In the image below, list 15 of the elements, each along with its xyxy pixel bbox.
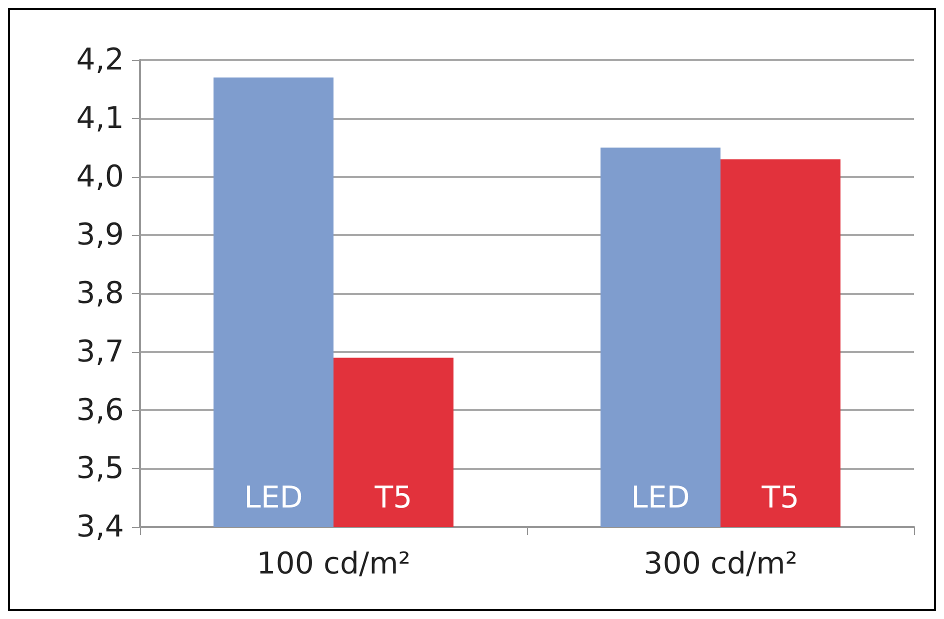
y-tick-label: 3,6 (76, 392, 124, 428)
y-tick-label: 3,7 (76, 334, 124, 370)
text: LED (631, 480, 690, 516)
y-tick-label: 3,5 (76, 451, 124, 486)
y-tick-label: 4,0 (76, 159, 124, 194)
x-tick-label: 100 cd/m² (256, 546, 410, 582)
series-label: LED (244, 480, 303, 516)
x-tick-label: 300 cd/m² (644, 546, 798, 582)
y-tick-label: 3,9 (76, 218, 124, 253)
text: T5 (762, 480, 800, 516)
y-tick-label: 3,4 (76, 510, 124, 544)
y-tick-label: 4,1 (76, 100, 124, 136)
series-label: T5 (374, 480, 412, 516)
y-tick-label: 4,2 (76, 42, 124, 78)
y-tick-label: 3,8 (76, 276, 124, 311)
